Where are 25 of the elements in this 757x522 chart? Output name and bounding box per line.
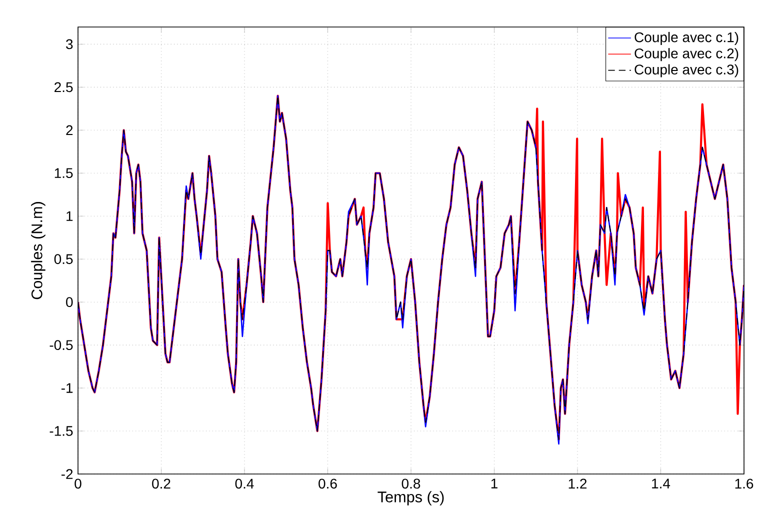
x-tick-label: 0 bbox=[74, 478, 82, 489]
y-tick-label: 0.5 bbox=[54, 254, 73, 264]
x-tick-label: 0.4 bbox=[235, 478, 254, 489]
y-axis-title: Couples (N.m) bbox=[31, 202, 46, 300]
y-tick-label: 2 bbox=[66, 125, 73, 136]
y-tick-label: 2.5 bbox=[54, 82, 73, 92]
x-tick-label: 0.2 bbox=[152, 478, 170, 489]
legend-label: Couple avec c.2) bbox=[634, 48, 738, 62]
legend-label: Couple avec c.1) bbox=[634, 32, 738, 45]
y-tick-label: 0 bbox=[66, 297, 73, 308]
y-tick-label: 3 bbox=[66, 39, 73, 50]
x-tick-label: 1.4 bbox=[652, 478, 670, 488]
x-tick-label: 1 bbox=[491, 478, 498, 488]
y-tick-label: 1.5 bbox=[54, 168, 73, 178]
y-tick-label: -0.5 bbox=[50, 340, 73, 350]
y-tick-label: -1.5 bbox=[50, 426, 73, 436]
x-axis-title: Temps (s) bbox=[378, 491, 444, 506]
y-tick-label: 1 bbox=[66, 211, 73, 221]
y-tick-label: -2 bbox=[61, 469, 73, 479]
x-tick-label: 0.6 bbox=[318, 478, 337, 489]
y-tick-label: -1 bbox=[61, 383, 73, 393]
legend-label: Couple avec c.3) bbox=[634, 64, 738, 78]
x-tick-label: 0.8 bbox=[402, 478, 420, 489]
x-tick-label: 1.6 bbox=[735, 478, 754, 489]
x-tick-label: 1.2 bbox=[568, 478, 587, 488]
